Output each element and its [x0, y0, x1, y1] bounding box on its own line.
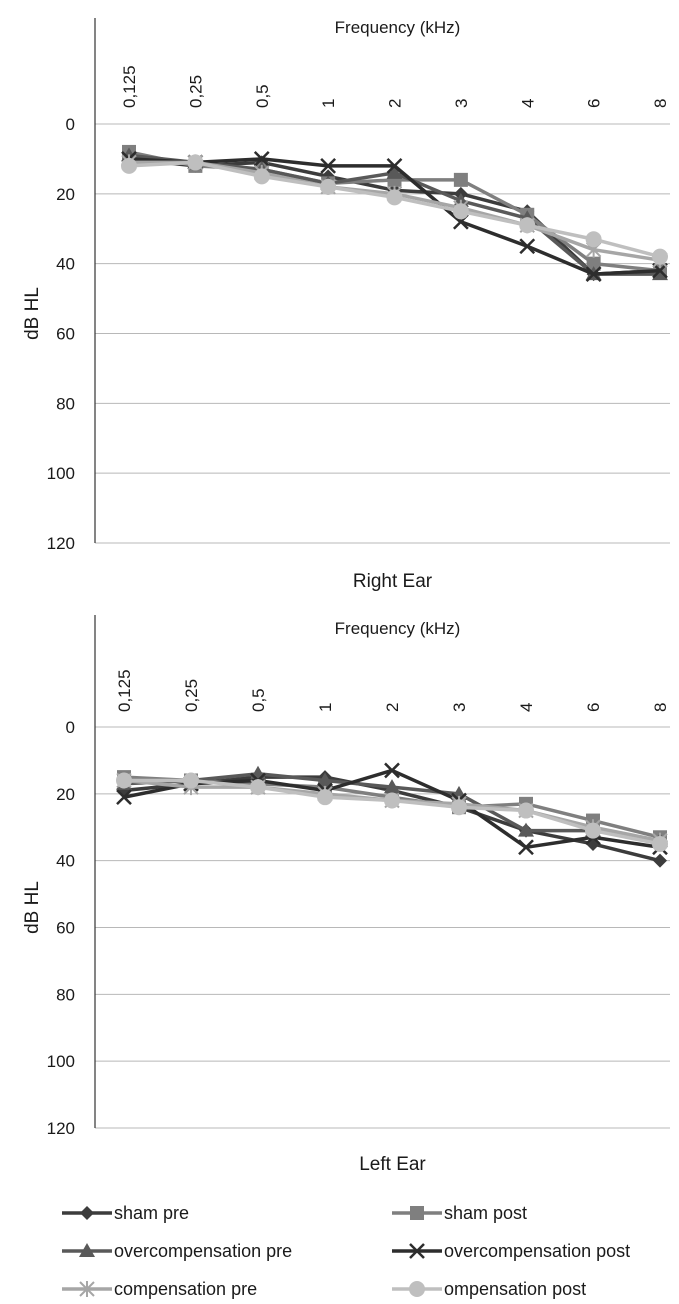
legend-item-sham-post: sham post	[392, 1203, 527, 1223]
right-ear-x-tick-label: 4	[518, 99, 537, 108]
left-ear-series-ompensation-post	[116, 772, 668, 852]
left-ear-point-overcompensation-pre	[518, 822, 534, 837]
right-ear-y-tick-label: 120	[47, 534, 75, 553]
right-ear-point-overcompensation-pre	[652, 266, 668, 281]
right-ear-y-tick-label: 20	[56, 185, 75, 204]
legend-item-ompensation-post: ompensation post	[392, 1279, 586, 1299]
right-ear-x-tick-label: 2	[386, 99, 405, 108]
legend-swatch-marker	[80, 1206, 94, 1220]
left-ear-y-tick-label: 20	[56, 785, 75, 804]
right-ear-point-overcompensation-post	[320, 158, 337, 174]
legend-swatch-marker	[79, 1281, 95, 1297]
left-ear-x-axis-label: Frequency (kHz)	[335, 619, 461, 638]
right-ear-y-tick-label: 100	[47, 464, 75, 483]
right-ear-point-ompensation-post	[121, 157, 137, 174]
right-ear-x-tick-label: 1	[319, 99, 338, 108]
left-ear-point-overcompensation-post	[384, 762, 400, 779]
right-ear-point-overcompensation-post	[519, 238, 536, 255]
left-ear-chart-title: Left Ear	[359, 1154, 426, 1175]
left-ear-y-tick-label: 60	[56, 919, 75, 938]
right-ear-x-tick-label: 0,5	[253, 84, 272, 108]
left-ear-x-tick-label: 0,125	[115, 669, 134, 712]
left-ear-point-sham-pre	[653, 853, 667, 868]
right-ear-x-tick-label: 6	[585, 99, 604, 108]
left-ear-x-tick-label: 6	[584, 703, 603, 712]
legend-swatch-marker	[409, 1243, 425, 1259]
left-ear-x-tick-label: 4	[517, 703, 536, 712]
left-ear-y-tick-label: 40	[56, 852, 75, 871]
legend-label: compensation pre	[114, 1279, 257, 1299]
right-ear-point-ompensation-post	[253, 168, 270, 185]
legend-label: sham pre	[114, 1203, 189, 1223]
left-ear-y-tick-label: 80	[56, 985, 75, 1004]
legend-label: ompensation post	[444, 1279, 586, 1299]
left-ear-point-ompensation-post	[451, 799, 467, 816]
right-ear-x-tick-label: 3	[452, 99, 471, 108]
right-ear-chart: 0 20 40 60 80 100 120 Frequency (kHz) 0,125 0,25 0…	[22, 18, 670, 592]
right-ear-y-tick-label: 60	[56, 325, 75, 344]
legend-swatch-marker	[410, 1206, 424, 1220]
right-ear-x-tick-label: 8	[651, 99, 670, 108]
legend-label: sham post	[444, 1203, 527, 1223]
right-ear-point-overcompensation-post	[585, 266, 602, 283]
legend: sham pre sham post overcompensation pre ove…	[62, 1203, 630, 1299]
right-ear-x-tick-label: 0,125	[120, 65, 139, 108]
right-ear-point-overcompensation-post	[253, 151, 270, 167]
right-ear-y-axis-label: dB HL	[22, 287, 43, 340]
legend-item-compensation-pre: compensation pre	[62, 1279, 257, 1299]
left-ear-point-ompensation-post	[384, 792, 400, 809]
left-ear-point-ompensation-post	[183, 772, 199, 789]
legend-label: overcompensation pre	[114, 1241, 292, 1261]
left-ear-x-tick-label: 3	[450, 703, 469, 712]
right-ear-point-ompensation-post	[519, 217, 536, 234]
left-ear-y-tick-label: 0	[66, 718, 75, 737]
left-ear-x-tick-label: 0,25	[182, 679, 201, 712]
left-ear-point-overcompensation-post	[518, 839, 534, 856]
right-ear-y-tick-label: 80	[56, 394, 75, 413]
right-ear-point-ompensation-post	[452, 203, 469, 220]
left-ear-point-ompensation-post	[652, 835, 668, 852]
legend-swatch-marker	[409, 1281, 425, 1297]
legend-swatch-marker	[79, 1243, 95, 1257]
left-ear-point-ompensation-post	[250, 779, 266, 796]
left-ear-point-ompensation-post	[317, 789, 333, 806]
right-ear-point-ompensation-post	[386, 189, 403, 206]
right-ear-series-ompensation-post	[121, 154, 668, 265]
right-ear-point-ompensation-post	[187, 154, 204, 171]
left-ear-point-overcompensation-pre	[384, 779, 400, 794]
right-ear-point-overcompensation-post	[386, 158, 403, 174]
right-ear-x-axis-label: Frequency (kHz)	[335, 18, 461, 37]
left-ear-point-overcompensation-post	[116, 789, 132, 806]
legend-item-sham-pre: sham pre	[62, 1203, 189, 1223]
legend-item-overcompensation-pre: overcompensation pre	[62, 1241, 292, 1261]
left-ear-y-tick-label: 120	[47, 1119, 75, 1138]
right-ear-x-tick-label: 0,25	[186, 75, 205, 108]
right-ear-point-ompensation-post	[652, 248, 668, 265]
right-ear-point-sham-post	[586, 256, 601, 271]
left-ear-chart: 0 20 40 60 80 100 120 Frequency (kHz) 0,125 0,25 0…	[22, 615, 670, 1175]
left-ear-point-overcompensation-pre	[317, 772, 333, 787]
right-ear-point-ompensation-post	[320, 178, 337, 195]
left-ear-x-tick-label: 8	[651, 703, 670, 712]
right-ear-point-overcompensation-pre	[386, 164, 403, 179]
left-ear-x-tick-label: 0,5	[249, 688, 268, 712]
left-ear-point-ompensation-post	[585, 822, 601, 839]
right-ear-point-sham-post	[453, 172, 468, 187]
legend-item-overcompensation-post: overcompensation post	[392, 1241, 630, 1261]
left-ear-point-ompensation-post	[518, 802, 534, 819]
left-ear-y-axis-label: dB HL	[22, 881, 43, 934]
right-ear-y-tick-label: 0	[66, 115, 75, 134]
right-ear-chart-title: Right Ear	[353, 571, 433, 592]
left-ear-point-ompensation-post	[116, 772, 132, 789]
left-ear-y-tick-label: 100	[47, 1052, 75, 1071]
right-ear-y-tick-label: 40	[56, 255, 75, 274]
right-ear-point-ompensation-post	[585, 231, 602, 248]
left-ear-x-tick-label: 1	[316, 703, 335, 712]
left-ear-x-tick-label: 2	[383, 703, 402, 712]
legend-label: overcompensation post	[444, 1241, 630, 1261]
